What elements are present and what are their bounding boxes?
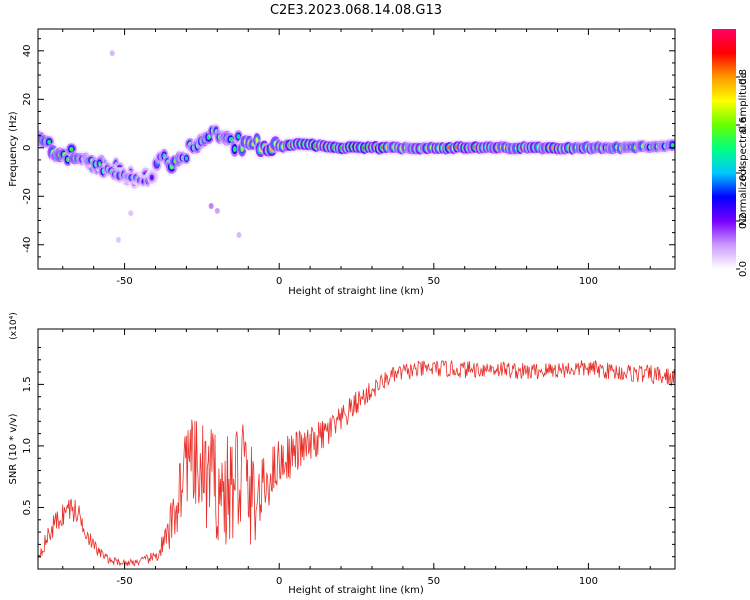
spectrogram-panel: -50 0 50 100 -40 -20 0 20 40 Height of straight… bbox=[8, 28, 676, 297]
snr-panel: -50 0 50 100 0.5 1.0 1.5 Height of straight l… bbox=[8, 312, 676, 596]
spectrogram-ridge-mark bbox=[154, 160, 159, 167]
colorbar-tick-label: 0.6 bbox=[738, 117, 749, 133]
spectrogram-ridge-mark bbox=[184, 156, 188, 161]
spectrogram-x-axis-label: Height of straight line (km) bbox=[288, 286, 424, 297]
y-tick-label: 0 bbox=[22, 145, 33, 151]
spectrogram-ridge-mark bbox=[236, 134, 241, 139]
colorbar: 0.0 0.2 0.4 0.6 0.8 Normalized spectral ampl… bbox=[712, 29, 749, 277]
y-tick-label: -20 bbox=[22, 188, 33, 204]
snr-y-axis-label: SNR (10 * v/v) bbox=[8, 413, 19, 484]
snr-plot-area bbox=[38, 329, 675, 569]
spectrogram-branch-mark bbox=[149, 174, 154, 181]
spectrogram-speckle bbox=[109, 50, 115, 57]
x-tick-label: -50 bbox=[116, 276, 132, 287]
x-tick-label: 100 bbox=[579, 276, 598, 287]
y-tick-label: 0.5 bbox=[22, 500, 33, 516]
spectrogram-ridge-mark bbox=[69, 146, 74, 152]
spectrogram-ridge-mark bbox=[162, 153, 166, 159]
spectrogram-ridge-mark bbox=[240, 145, 244, 152]
spectrogram-ridge-mark bbox=[206, 134, 211, 140]
spectrogram-speckle bbox=[128, 210, 134, 217]
x-tick-label: 50 bbox=[427, 576, 440, 587]
x-tick-label: -50 bbox=[116, 576, 132, 587]
snr-series-line bbox=[38, 359, 675, 567]
colorbar-gradient bbox=[712, 29, 736, 269]
snr-x-ticks: -50 0 50 100 bbox=[62, 329, 651, 587]
spectrogram-frame bbox=[37, 28, 676, 270]
spectrogram-y-ticks: -40 -20 0 20 40 bbox=[22, 38, 675, 258]
snr-y-ticks: 0.5 1.0 1.5 bbox=[22, 346, 675, 558]
spectrogram-branch-mark bbox=[98, 161, 101, 167]
spectrogram-ridge-mark bbox=[47, 139, 52, 145]
x-tick-label: 50 bbox=[427, 276, 440, 287]
spectrogram-y-axis-label: Frequency (Hz) bbox=[8, 111, 19, 187]
spectrogram-speckle bbox=[115, 236, 121, 243]
spectrogram-ridge-mark bbox=[232, 146, 237, 153]
y-tick-label: 1.5 bbox=[22, 376, 33, 392]
spectrogram-x-ticks: -50 0 50 100 bbox=[62, 29, 651, 287]
y-tick-label: 40 bbox=[22, 44, 33, 57]
spectrogram-speckle bbox=[236, 232, 242, 239]
y-tick-label: -40 bbox=[22, 237, 33, 253]
spectrogram-ridge-mark bbox=[228, 136, 234, 142]
colorbar-tick-label: 0.2 bbox=[738, 213, 749, 229]
colorbar-tick-label: 0.4 bbox=[738, 165, 749, 181]
snr-x-axis-label: Height of straight line (km) bbox=[288, 585, 424, 596]
snr-frame bbox=[37, 328, 676, 570]
spectrogram-speckle bbox=[208, 202, 214, 209]
x-tick-label: 0 bbox=[276, 276, 282, 287]
y-tick-label: 20 bbox=[22, 93, 33, 106]
colorbar-tick-label: 0.0 bbox=[738, 261, 749, 277]
y-tick-label: 1.0 bbox=[22, 438, 33, 454]
spectrogram-marks bbox=[38, 50, 675, 243]
x-tick-label: 100 bbox=[579, 576, 598, 587]
snr-y-scale-label: (x10⁴) bbox=[9, 312, 19, 339]
spectrogram-ridge-mark bbox=[255, 137, 259, 143]
spectrogram-speckle bbox=[214, 207, 220, 214]
colorbar-ticks: 0.0 0.2 0.4 0.6 0.8 bbox=[736, 69, 749, 277]
colorbar-tick-label: 0.8 bbox=[738, 69, 749, 85]
figure-title: C2E3.2023.068.14.08.G13 bbox=[270, 3, 442, 18]
spectrogram-ridge-mark bbox=[670, 142, 675, 148]
x-tick-label: 0 bbox=[276, 576, 282, 587]
colorbar-label: Normalized spectral amplitude bbox=[738, 72, 749, 226]
spectrogram-ridge-mark bbox=[65, 156, 70, 163]
